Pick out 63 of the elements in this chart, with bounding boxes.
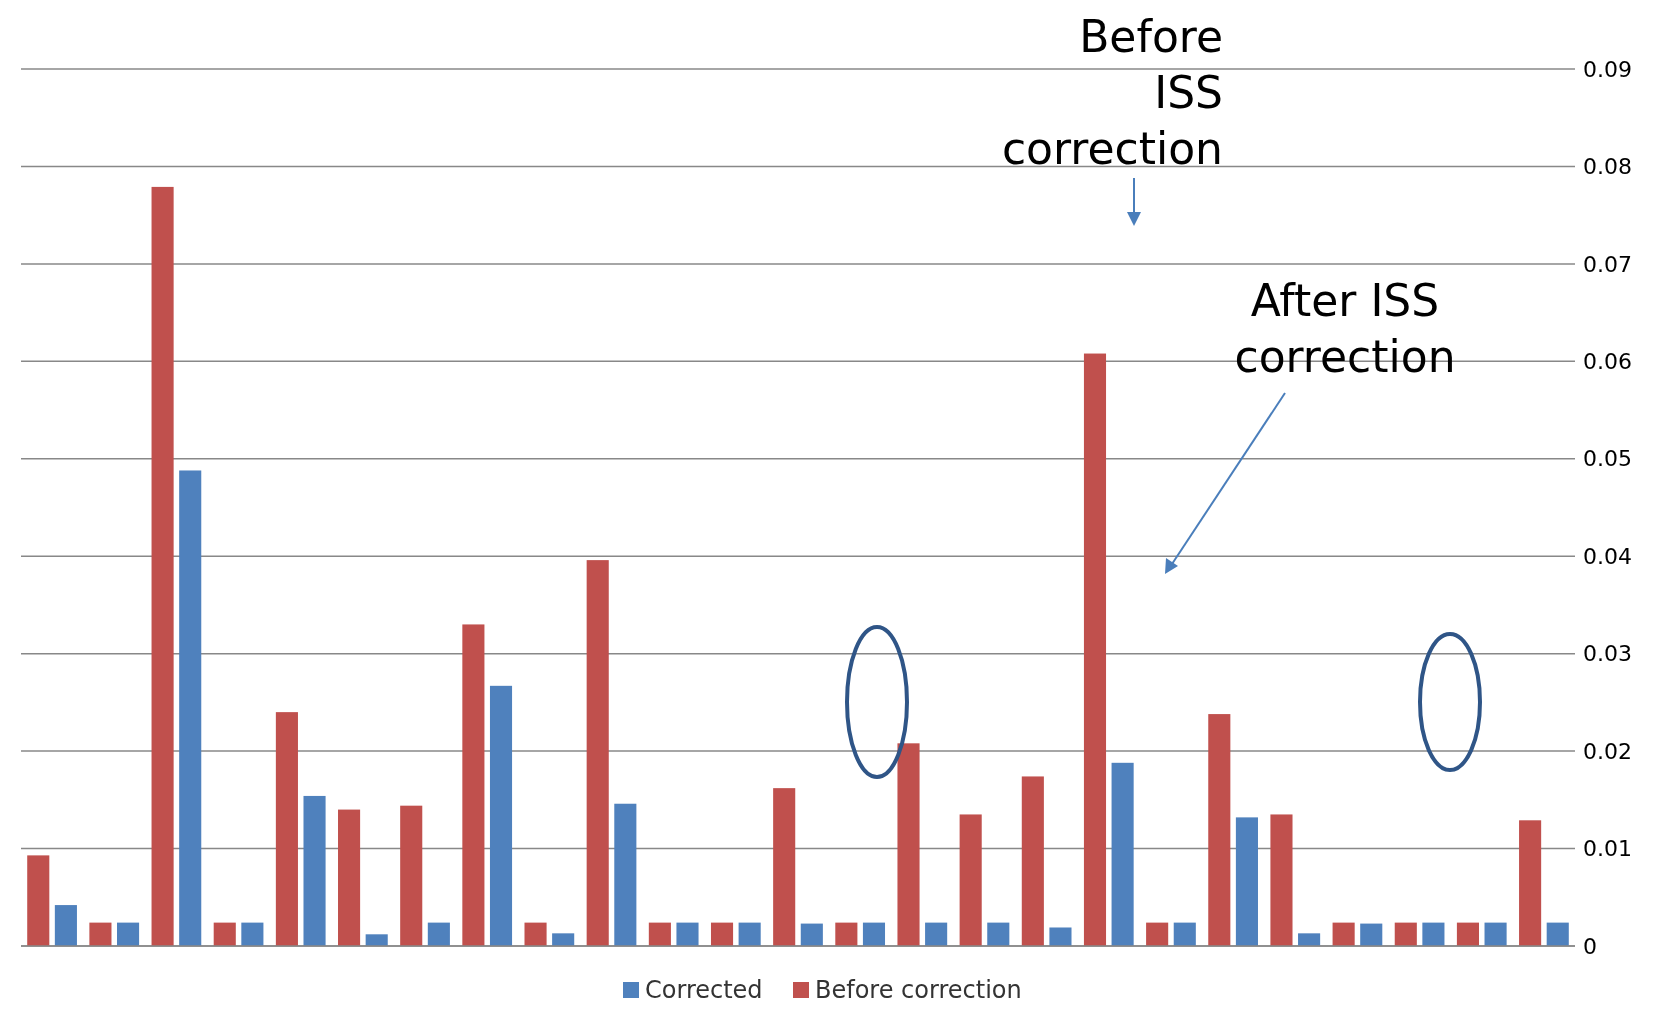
y-tick-label: 0.07 [1583,251,1632,277]
bar [117,922,140,946]
y-tick-label: 0.08 [1583,154,1632,180]
bar [1519,820,1542,946]
bar [1083,353,1107,946]
bar [773,788,796,946]
bar [427,922,450,946]
bar [489,685,513,946]
bar [738,922,761,946]
bar [800,923,823,946]
bar [1456,922,1479,946]
bar [1332,922,1355,946]
bar [524,922,547,946]
bar [179,470,202,946]
y-tick-label: 0.09 [1583,56,1632,82]
bar [1208,714,1231,946]
bar [1484,922,1507,946]
bar [1546,922,1569,946]
y-tick-label: 0.03 [1583,641,1632,667]
bar [303,795,326,946]
bar [959,814,982,946]
bar [54,905,77,946]
bar [648,922,671,946]
bar [1021,776,1044,946]
y-tick-label: 0.05 [1583,446,1632,472]
bar [1270,814,1293,946]
bar [400,805,423,946]
y-tick-label: 0.02 [1583,738,1632,764]
bar [710,922,734,946]
bar [1298,933,1321,946]
legend-label: Corrected [645,976,763,1005]
bar [1173,922,1196,946]
bar [241,922,264,946]
bar [1146,922,1169,946]
y-tick-label: 0.06 [1583,349,1632,375]
y-tick-label: 0.01 [1583,836,1632,862]
y-tick-label: 0.04 [1583,543,1632,569]
bar [925,922,948,946]
bar [213,922,236,946]
bar [151,186,174,946]
bar [1049,927,1072,946]
bar [365,934,388,946]
bar [89,922,112,946]
y-tick-label: 0 [1583,933,1597,959]
bar [835,922,858,946]
bar [27,855,50,946]
bar [1422,922,1445,946]
annotation: Before ISS correction [1001,11,1223,174]
legend-label: Before correction [815,976,1022,1005]
bar [338,809,361,946]
bar [614,803,637,946]
bar [987,922,1010,946]
bar [552,933,575,946]
bar [275,712,298,946]
bar [586,560,609,946]
bar [1394,922,1417,946]
bar [1111,762,1134,946]
bar [1360,923,1383,946]
bar [1235,817,1258,946]
bar [462,624,485,946]
bar [862,922,886,946]
bar [676,922,699,946]
annotation: After ISS correction [1234,275,1456,382]
